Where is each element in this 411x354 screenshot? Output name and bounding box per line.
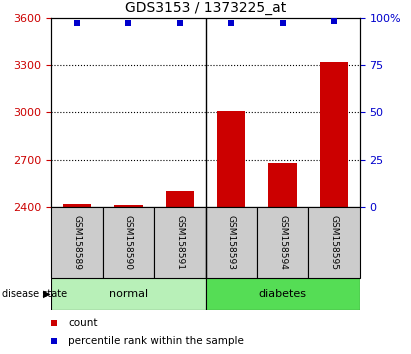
Text: ▶: ▶ <box>43 289 51 299</box>
Bar <box>320 62 348 207</box>
Text: count: count <box>68 318 98 328</box>
Bar <box>257 207 308 278</box>
Bar <box>308 207 360 278</box>
Text: percentile rank within the sample: percentile rank within the sample <box>68 336 244 346</box>
Bar <box>166 191 194 207</box>
Bar <box>51 207 103 278</box>
Text: GSM158595: GSM158595 <box>330 215 338 270</box>
Text: GSM158591: GSM158591 <box>175 215 184 270</box>
Bar <box>154 207 206 278</box>
Bar <box>206 278 360 310</box>
Text: GSM158593: GSM158593 <box>227 215 236 270</box>
Bar <box>217 111 245 207</box>
Text: GSM158589: GSM158589 <box>73 215 81 270</box>
Bar <box>63 204 91 207</box>
Text: diabetes: diabetes <box>259 289 307 299</box>
Text: GSM158590: GSM158590 <box>124 215 133 270</box>
Bar <box>114 205 143 207</box>
Bar <box>268 163 297 207</box>
Text: disease state: disease state <box>2 289 67 299</box>
Text: normal: normal <box>109 289 148 299</box>
Bar <box>103 207 154 278</box>
Title: GDS3153 / 1373225_at: GDS3153 / 1373225_at <box>125 1 286 15</box>
Bar <box>51 278 206 310</box>
Bar <box>206 207 257 278</box>
Text: GSM158594: GSM158594 <box>278 215 287 270</box>
